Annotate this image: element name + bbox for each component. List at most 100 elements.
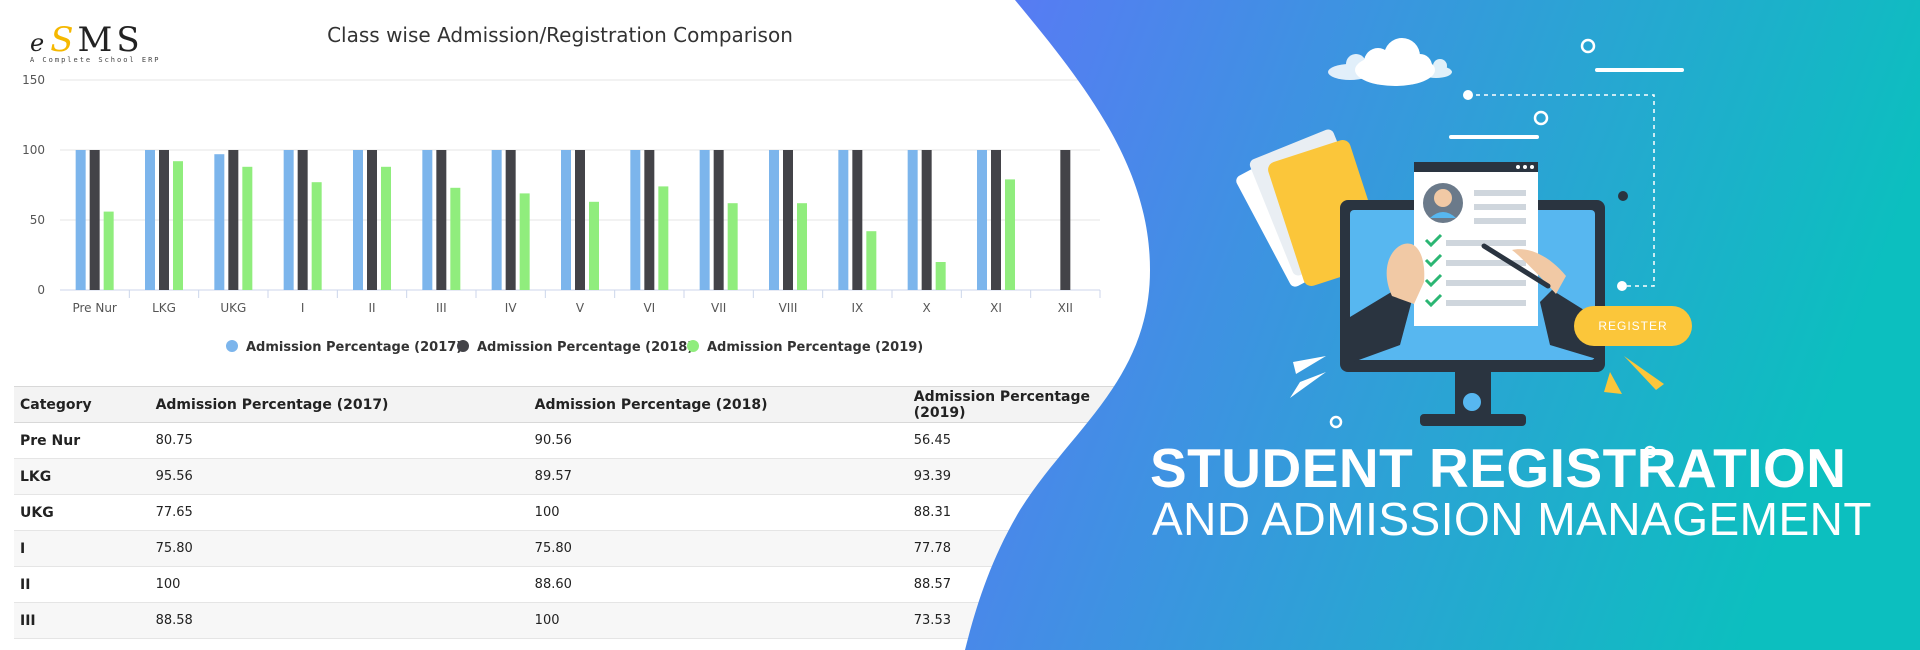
bar[interactable] — [228, 150, 239, 290]
bar[interactable] — [173, 161, 183, 290]
connector-dashed-line — [1468, 94, 1655, 287]
bar[interactable] — [450, 187, 461, 290]
x-tick-label: I — [301, 301, 305, 315]
chart-title: Class wise Admission/Registration Compar… — [327, 23, 793, 47]
bar[interactable] — [589, 201, 599, 290]
table-row: LKG 95.56 89.57 93.39 — [14, 458, 1134, 495]
bar[interactable] — [422, 150, 433, 290]
bar[interactable] — [103, 211, 114, 290]
decorative-shards — [1290, 356, 1664, 398]
bar[interactable] — [935, 262, 946, 290]
decorative-dot — [1618, 191, 1628, 201]
bar[interactable] — [1005, 179, 1015, 290]
bar[interactable] — [727, 203, 738, 290]
bar[interactable] — [630, 150, 641, 290]
x-tick-label: II — [368, 301, 375, 315]
bar[interactable] — [311, 182, 322, 290]
table-row: I 75.80 75.80 77.78 — [14, 530, 1134, 567]
headline-line-2: AND ADMISSION MANAGEMENT — [1152, 493, 1872, 545]
bar[interactable] — [242, 166, 253, 290]
decorative-circles — [1329, 38, 1657, 459]
row-category: UKG — [14, 494, 150, 531]
header-2019[interactable]: Admission Percentage (2019) — [913, 388, 1091, 421]
checkmark-icon — [1424, 233, 1443, 308]
bar[interactable] — [713, 150, 724, 290]
row-value-2018: 90.56 — [528, 422, 908, 459]
logo-mark: eSMS — [30, 20, 161, 60]
bar[interactable] — [75, 150, 86, 290]
y-tick-label: 100 — [22, 143, 45, 157]
bar[interactable] — [866, 231, 877, 290]
cloud-small-icon — [1328, 54, 1452, 80]
bar[interactable] — [907, 150, 918, 290]
chart-legend[interactable]: Admission Percentage (2017) Admission Per… — [226, 340, 923, 355]
logo-letter-e: e — [30, 29, 49, 57]
bar[interactable] — [214, 154, 225, 290]
bar[interactable] — [367, 150, 377, 290]
legend-swatch — [226, 340, 238, 352]
bar[interactable] — [159, 150, 169, 290]
row-value-2017: 95.56 — [149, 458, 529, 495]
row-value-2017: 100 — [149, 566, 529, 603]
bar[interactable] — [838, 150, 849, 290]
x-tick-label: III — [436, 301, 447, 315]
table-header-row: Category Admission Percentage (2017) Adm… — [14, 386, 1134, 423]
headline-line-1: STUDENT REGISTRATION — [1150, 437, 1847, 499]
bar[interactable] — [283, 150, 294, 290]
x-tick-label: VII — [711, 301, 726, 315]
row-value-2018: 100 — [528, 494, 908, 531]
bar[interactable] — [797, 203, 807, 290]
row-value-2018: 88.60 — [528, 566, 908, 603]
bar[interactable] — [977, 150, 987, 290]
legend-item[interactable]: Admission Percentage (2017) — [226, 340, 462, 355]
legend-label: Admission Percentage (2017) — [246, 340, 462, 355]
table-row: III 88.58 100 73.53 — [14, 602, 1134, 639]
bar[interactable] — [353, 150, 363, 290]
row-value-2017: 77.65 — [149, 494, 529, 531]
bar[interactable] — [491, 150, 502, 290]
essms-logo: eSMS A Complete School ERP — [30, 20, 161, 64]
bar[interactable] — [297, 150, 308, 290]
row-category: Pre Nur — [14, 422, 150, 459]
bar[interactable] — [575, 150, 585, 290]
y-tick-label: 0 — [37, 283, 45, 297]
row-category: III — [14, 602, 150, 639]
connector-dot — [1617, 281, 1627, 291]
row-category: LKG — [14, 458, 150, 495]
bar[interactable] — [89, 150, 100, 290]
cloud-icon — [1355, 38, 1435, 86]
logo-letters-ms: MS — [77, 20, 144, 60]
legend-label: Admission Percentage (2018) — [477, 340, 693, 355]
row-value-2017: 88.58 — [149, 602, 529, 639]
bar[interactable] — [1060, 150, 1071, 290]
legend-item[interactable]: Admission Percentage (2019) — [687, 340, 923, 355]
bar[interactable] — [991, 150, 1001, 290]
bar[interactable] — [852, 150, 863, 290]
bar[interactable] — [505, 150, 516, 290]
x-tick-label: VI — [643, 301, 655, 315]
bar[interactable] — [519, 193, 530, 290]
bar[interactable] — [769, 150, 779, 290]
bar[interactable] — [381, 166, 391, 290]
header-category[interactable]: Category — [20, 396, 92, 413]
bar[interactable] — [436, 150, 447, 290]
row-category: II — [14, 566, 150, 603]
row-value-2017: 75.80 — [149, 530, 529, 567]
pen-icon — [1481, 243, 1551, 289]
header-2018[interactable]: Admission Percentage (2018) — [534, 396, 768, 413]
register-button[interactable]: REGISTER — [1574, 306, 1692, 346]
bar[interactable] — [783, 150, 793, 290]
bar[interactable] — [561, 150, 571, 290]
y-axis-labels: 0 50 100 150 — [22, 73, 45, 297]
x-tick-label: X — [923, 301, 931, 315]
bar[interactable] — [921, 150, 932, 290]
y-tick-label: 50 — [30, 213, 45, 227]
bar[interactable] — [658, 186, 669, 290]
bar[interactable] — [145, 150, 155, 290]
registration-form-icon — [1414, 162, 1538, 326]
bar[interactable] — [699, 150, 710, 290]
bar[interactable] — [644, 150, 655, 290]
header-2017[interactable]: Admission Percentage (2017) — [155, 396, 389, 413]
legend-item[interactable]: Admission Percentage (2018) — [457, 340, 693, 355]
table-row: UKG 77.65 100 88.31 — [14, 494, 1134, 531]
